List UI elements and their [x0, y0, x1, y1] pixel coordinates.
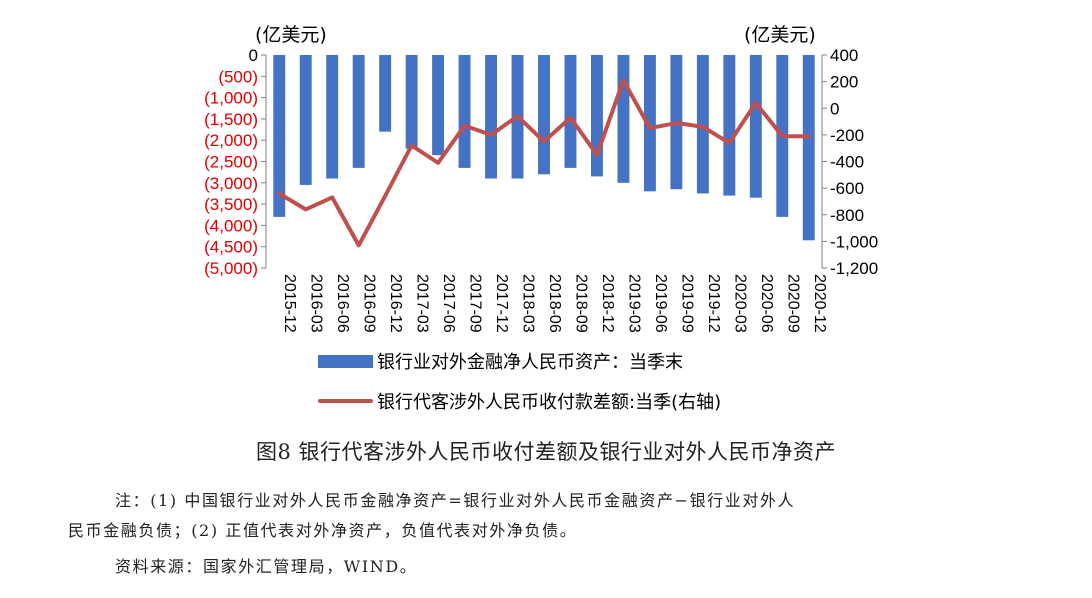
x-tick-label: 2018-09	[572, 274, 589, 333]
left-axis-unit: (亿美元)	[255, 24, 327, 46]
right-tick-label: -800	[830, 206, 864, 225]
x-tick-label: 2020-09	[784, 274, 801, 333]
right-tick-label: -400	[830, 153, 864, 172]
bar-2016-09	[352, 55, 365, 168]
left-tick-label: (4,500)	[204, 238, 258, 257]
x-tick-label: 2019-09	[678, 274, 695, 333]
x-tick-label: 2016-03	[308, 274, 325, 333]
bar-2018-06	[538, 55, 550, 175]
x-tick-label: 2017-03	[414, 274, 431, 333]
bar-2017-09	[458, 55, 471, 168]
chart-svg: 0 (500) (1,000) (1,500) (2,000) (2,500) (3,000…	[204, 46, 878, 333]
right-tick-label: -1,000	[830, 232, 878, 251]
x-tick-label: 2018-06	[546, 274, 563, 333]
bar-2016-03	[299, 55, 312, 185]
bar-2019-06	[643, 55, 656, 192]
bar-2016-06	[326, 55, 339, 179]
legend-bar-label: 银行业对外金融净人民币资产：当季末	[377, 352, 683, 373]
left-tick-label: (500)	[218, 67, 258, 86]
x-tick-label: 2019-03	[625, 274, 642, 333]
right-tick-label: -1,200	[830, 259, 878, 278]
left-tick-label: (5,000)	[204, 259, 258, 278]
x-tick-label: 2016-09	[361, 274, 378, 333]
right-tick-label: -600	[830, 179, 864, 198]
left-tick-label: (3,500)	[204, 195, 258, 214]
bar-2015-12	[273, 55, 286, 217]
bar-2019-03	[617, 55, 630, 183]
right-tick-label: 200	[830, 73, 858, 92]
x-tick-label: 2019-12	[705, 274, 722, 333]
right-tick-label: 0	[830, 99, 839, 118]
left-tick-label: (2,000)	[204, 131, 258, 150]
source-note: 资料来源：国家外汇管理局，WIND。	[115, 557, 418, 576]
legend-item-line: 银行代客涉外人民币收付款差额:当季(右轴)	[318, 388, 721, 414]
left-tick-label: (3,000)	[204, 174, 258, 193]
note-line-2: 民币金融负债；(2) 正值代表对外净资产，负值代表对外净负债。	[68, 521, 578, 540]
x-tick-label: 2017-06	[440, 274, 457, 333]
x-tick-label: 2020-12	[811, 274, 828, 333]
x-tick-label: 2016-12	[387, 274, 404, 333]
bar-2017-12	[485, 55, 498, 179]
bar-2017-03	[405, 55, 418, 149]
right-tick-label: 400	[830, 46, 858, 65]
legend-line-label: 银行代客涉外人民币收付款差额:当季(右轴)	[377, 392, 722, 413]
x-tick-label: 2018-12	[599, 274, 616, 333]
legend-item-bar: 银行业对外金融净人民币资产：当季末	[318, 348, 683, 374]
bar-2018-12	[590, 55, 603, 177]
x-tick-label: 2019-06	[652, 274, 669, 333]
left-tick-label: (1,500)	[204, 110, 258, 129]
x-tick-label: 2020-06	[758, 274, 775, 333]
legend-bar-swatch	[318, 354, 373, 368]
left-tick-label: (4,000)	[204, 216, 258, 235]
left-tick-label: 0	[249, 46, 258, 65]
right-axis-unit: (亿美元)	[744, 24, 816, 46]
bar-2016-12	[379, 55, 392, 132]
x-tick-label: 2017-09	[467, 274, 484, 333]
figure-caption: 图8 银行代客涉外人民币收付差额及银行业对外人民币净资产	[255, 440, 837, 464]
bar-2019-12	[696, 55, 709, 194]
bar-2020-06	[749, 55, 762, 198]
x-tick-label: 2017-12	[493, 274, 510, 333]
bar-2020-12	[802, 55, 815, 241]
note-line-1: 注：(1) 中国银行业对外人民币金融净资产=银行业对外人民币金融资产−银行业对外…	[115, 491, 796, 510]
bar-2018-09	[564, 55, 577, 168]
x-tick-label: 2018-03	[520, 274, 537, 333]
right-tick-label: -200	[830, 126, 864, 145]
x-tick-label: 2015-12	[281, 274, 298, 333]
left-tick-label: (2,500)	[204, 153, 258, 172]
bar-2020-03	[723, 55, 736, 196]
x-tick-label: 2016-06	[334, 274, 351, 333]
x-tick-label: 2020-03	[731, 274, 748, 333]
legend-line-swatch	[318, 399, 373, 403]
bar-2017-06	[432, 55, 445, 156]
left-tick-label: (1,000)	[204, 89, 258, 108]
